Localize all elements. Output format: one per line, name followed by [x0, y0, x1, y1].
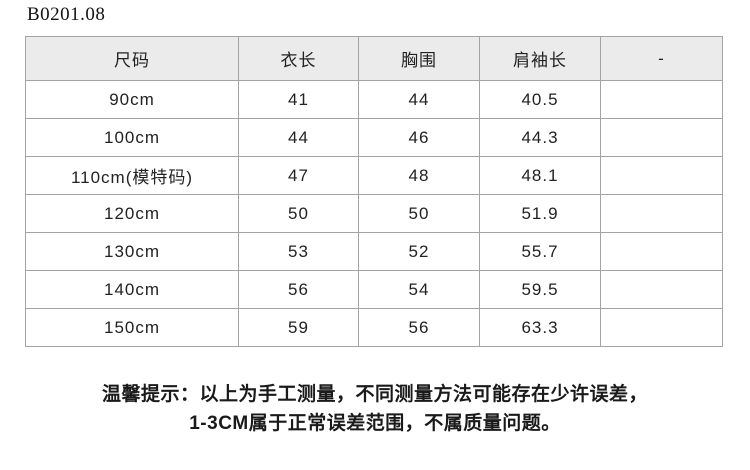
cell-chest: 48 [358, 156, 480, 195]
cell-shoulder-sleeve: 59.5 [479, 270, 601, 309]
cell-chest: 46 [358, 118, 480, 157]
cell-garment-length: 50 [238, 194, 359, 233]
cell-shoulder-sleeve: 48.1 [479, 156, 601, 195]
cell-empty [600, 156, 723, 195]
cell-chest: 50 [358, 194, 480, 233]
cell-chest: 52 [358, 232, 480, 271]
cell-shoulder-sleeve: 63.3 [479, 308, 601, 347]
table-row: 140cm 56 54 59.5 [25, 270, 723, 309]
cell-size: 150cm [25, 308, 239, 347]
header-row: 尺码 衣长 胸围 肩袖长 - [25, 36, 723, 81]
table-row: 120cm 50 50 51.9 [25, 194, 723, 233]
cell-chest: 54 [358, 270, 480, 309]
cell-empty [600, 118, 723, 157]
cell-size: 120cm [25, 194, 239, 233]
cell-garment-length: 53 [238, 232, 359, 271]
cell-garment-length: 47 [238, 156, 359, 195]
cell-empty [600, 194, 723, 233]
column-header-garment-length: 衣长 [238, 36, 359, 81]
cell-empty [600, 80, 723, 119]
cell-garment-length: 44 [238, 118, 359, 157]
cell-shoulder-sleeve: 40.5 [479, 80, 601, 119]
table-row: 130cm 53 52 55.7 [25, 232, 723, 271]
cell-garment-length: 56 [238, 270, 359, 309]
cell-empty [600, 308, 723, 347]
cell-garment-length: 59 [238, 308, 359, 347]
page-title: B0201.08 [27, 4, 106, 25]
column-header-size: 尺码 [25, 36, 239, 81]
cell-size: 100cm [25, 118, 239, 157]
table-row: 100cm 44 46 44.3 [25, 118, 723, 157]
cell-shoulder-sleeve: 44.3 [479, 118, 601, 157]
cell-empty [600, 232, 723, 271]
cell-shoulder-sleeve: 51.9 [479, 194, 601, 233]
size-chart-table: 尺码 衣长 胸围 肩袖长 - 90cm 41 44 40.5 100cm 44 … [25, 36, 723, 347]
cell-chest: 56 [358, 308, 480, 347]
table-row: 150cm 59 56 63.3 [25, 308, 723, 347]
cell-size: 110cm(模特码) [25, 156, 239, 195]
measurement-disclaimer: 温馨提示：以上为手工测量，不同测量方法可能存在少许误差， 1-3CM属于正常误差… [0, 380, 750, 438]
cell-shoulder-sleeve: 55.7 [479, 232, 601, 271]
table-row: 110cm(模特码) 47 48 48.1 [25, 156, 723, 195]
cell-empty [600, 270, 723, 309]
cell-size: 90cm [25, 80, 239, 119]
column-header-shoulder-sleeve: 肩袖长 [479, 36, 601, 81]
cell-chest: 44 [358, 80, 480, 119]
cell-garment-length: 41 [238, 80, 359, 119]
cell-size: 130cm [25, 232, 239, 271]
disclaimer-line-1: 温馨提示：以上为手工测量，不同测量方法可能存在少许误差， [101, 384, 648, 405]
table-row: 90cm 41 44 40.5 [25, 80, 723, 119]
disclaimer-line-2: 1-3CM属于正常误差范围，不属质量问题。 [189, 413, 561, 434]
column-header-chest: 胸围 [358, 36, 480, 81]
column-header-dash: - [600, 36, 723, 81]
cell-size: 140cm [25, 270, 239, 309]
